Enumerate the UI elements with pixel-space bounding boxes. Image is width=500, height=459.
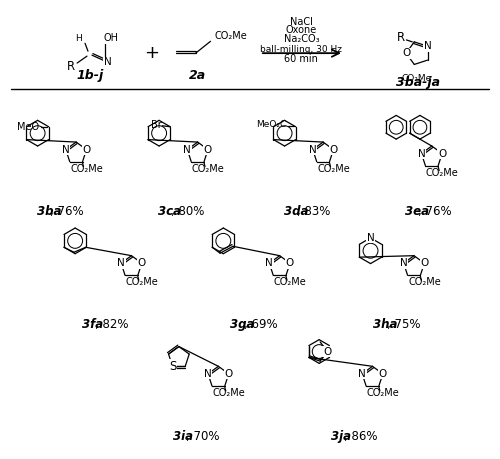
Text: 60 min: 60 min	[284, 54, 318, 64]
Text: O: O	[378, 369, 387, 379]
Text: CO₂Me: CO₂Me	[126, 277, 158, 287]
Text: 2a: 2a	[189, 69, 206, 82]
Text: N: N	[184, 145, 191, 155]
Text: N: N	[104, 57, 112, 67]
Text: N: N	[204, 369, 212, 379]
Text: O: O	[438, 149, 446, 158]
Text: CO₂Me: CO₂Me	[212, 388, 245, 398]
Text: 3ha: 3ha	[374, 319, 398, 331]
Text: CO₂Me: CO₂Me	[274, 277, 306, 287]
Text: 3ga: 3ga	[230, 319, 254, 331]
Text: CO₂Me: CO₂Me	[401, 74, 432, 84]
Text: , 80%: , 80%	[172, 205, 205, 218]
Text: NaCl: NaCl	[290, 17, 313, 27]
Text: 3fa: 3fa	[82, 319, 103, 331]
Text: O: O	[323, 347, 332, 357]
Text: 3ia: 3ia	[173, 430, 193, 443]
Text: CO₂Me: CO₂Me	[426, 168, 458, 178]
Text: Oxone: Oxone	[286, 25, 317, 35]
Text: N: N	[418, 149, 426, 158]
Text: MeO₂C: MeO₂C	[256, 120, 287, 129]
Text: , 70%: , 70%	[186, 430, 220, 443]
Text: , 69%: , 69%	[244, 319, 277, 331]
Text: ball-milling, 30 Hz: ball-milling, 30 Hz	[260, 45, 342, 54]
Text: N: N	[366, 233, 374, 243]
Text: N: N	[62, 145, 70, 155]
Text: 3ea: 3ea	[405, 205, 429, 218]
Text: CO₂Me: CO₂Me	[366, 388, 399, 398]
Text: CO₂Me: CO₂Me	[192, 164, 224, 174]
Text: N: N	[400, 258, 407, 268]
Text: O: O	[138, 258, 146, 268]
Text: CO₂Me: CO₂Me	[70, 164, 103, 174]
Text: O: O	[82, 145, 90, 155]
Text: O: O	[420, 258, 428, 268]
Text: 3ba: 3ba	[36, 205, 61, 218]
Text: +: +	[144, 44, 158, 62]
Text: CO₂Me: CO₂Me	[409, 277, 442, 287]
Text: OH: OH	[103, 34, 118, 43]
Text: O: O	[224, 369, 233, 379]
Text: R: R	[67, 60, 76, 73]
Text: CO₂Me: CO₂Me	[214, 31, 247, 41]
Text: N: N	[117, 258, 125, 268]
Text: 3ca: 3ca	[158, 205, 181, 218]
Text: N: N	[266, 258, 273, 268]
Text: O: O	[402, 48, 410, 58]
Text: N: N	[309, 145, 316, 155]
Text: O: O	[330, 145, 338, 155]
Text: CO₂Me: CO₂Me	[317, 164, 350, 174]
Text: Br: Br	[150, 120, 162, 130]
Text: N: N	[424, 41, 432, 51]
Text: O: O	[286, 258, 294, 268]
Text: N: N	[358, 369, 366, 379]
Text: 1b-j: 1b-j	[76, 69, 104, 82]
Text: , 75%: , 75%	[387, 319, 420, 331]
Text: , 83%: , 83%	[297, 205, 330, 218]
Text: , 76%: , 76%	[50, 205, 84, 218]
Text: 3ja: 3ja	[331, 430, 351, 443]
Text: O: O	[204, 145, 212, 155]
Text: MeO: MeO	[16, 122, 39, 132]
Text: , 76%: , 76%	[418, 205, 452, 218]
Text: , 82%: , 82%	[96, 319, 129, 331]
Text: , 86%: , 86%	[344, 430, 378, 443]
Text: 3ba-ja: 3ba-ja	[396, 76, 440, 90]
Text: R: R	[396, 31, 404, 45]
Text: H: H	[74, 34, 82, 43]
Text: S: S	[169, 360, 176, 373]
Text: 3da: 3da	[284, 205, 308, 218]
Text: Na₂CO₃: Na₂CO₃	[284, 34, 319, 45]
